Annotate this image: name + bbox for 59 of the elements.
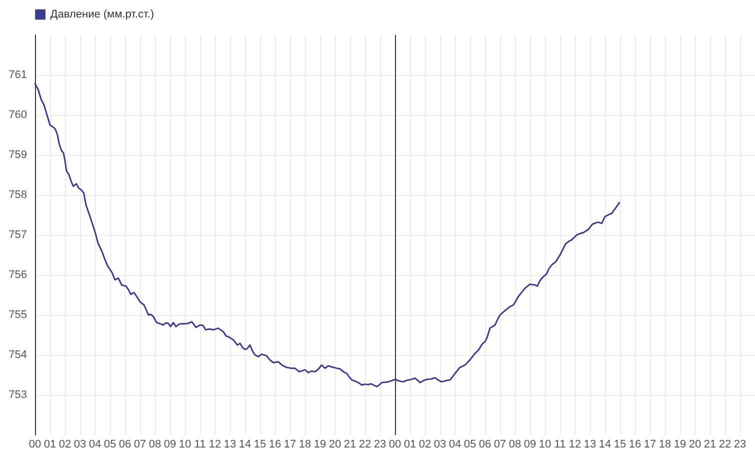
x-tick-label: 06 — [118, 438, 132, 450]
x-tick-label: 05 — [464, 438, 476, 450]
x-tick-label: 21 — [704, 438, 716, 450]
x-tick-label: 12 — [208, 438, 222, 450]
x-tick-label: 17 — [284, 438, 296, 450]
x-tick-label: 14 — [598, 438, 612, 450]
x-tick-label: 23 — [374, 438, 386, 450]
x-tick-label: 10 — [178, 438, 192, 450]
x-tick-label: 18 — [658, 438, 672, 450]
x-tick-label: 07 — [494, 438, 506, 450]
x-tick-label: 16 — [268, 438, 282, 450]
x-tick-label: 12 — [568, 438, 582, 450]
x-tick-label: 01 — [44, 438, 56, 450]
x-tick-label: 07 — [134, 438, 146, 450]
x-tick-label: 10 — [538, 438, 552, 450]
x-tick-label: 02 — [58, 438, 72, 450]
x-tick-label: 16 — [628, 438, 642, 450]
x-tick-label: 02 — [418, 438, 432, 450]
x-tick-label: 00 — [28, 438, 42, 450]
legend-label: Давление (мм.рт.ст.) — [50, 8, 154, 20]
x-tick-label: 04 — [88, 438, 102, 450]
x-tick-label: 15 — [614, 438, 626, 450]
x-tick-label: 14 — [238, 438, 252, 450]
x-tick-label: 06 — [478, 438, 492, 450]
y-tick-label: 757 — [8, 229, 27, 241]
x-tick-label: 11 — [554, 438, 566, 450]
x-tick-label: 13 — [584, 438, 596, 450]
x-tick-label: 13 — [224, 438, 236, 450]
x-tick-label: 08 — [508, 438, 522, 450]
x-tick-label: 03 — [434, 438, 446, 450]
x-tick-label: 15 — [254, 438, 266, 450]
x-tick-label: 08 — [148, 438, 162, 450]
y-tick-label: 758 — [8, 189, 27, 201]
x-tick-label: 09 — [164, 438, 176, 450]
x-tick-label: 01 — [404, 438, 416, 450]
x-tick-label: 03 — [74, 438, 86, 450]
x-tick-label: 19 — [674, 438, 686, 450]
x-tick-label: 23 — [734, 438, 746, 450]
x-tick-label: 22 — [718, 438, 732, 450]
x-tick-label: 09 — [524, 438, 536, 450]
x-tick-label: 05 — [104, 438, 116, 450]
x-tick-label: 20 — [328, 438, 342, 450]
x-tick-label: 19 — [314, 438, 326, 450]
x-tick-label: 00 — [388, 438, 402, 450]
y-tick-label: 755 — [8, 309, 27, 321]
y-tick-label: 759 — [8, 149, 27, 161]
x-tick-label: 22 — [358, 438, 372, 450]
y-tick-label: 761 — [8, 69, 27, 81]
x-tick-label: 20 — [688, 438, 702, 450]
y-tick-label: 756 — [8, 269, 27, 281]
x-tick-label: 17 — [644, 438, 656, 450]
x-tick-label: 21 — [344, 438, 356, 450]
line-series — [34, 83, 620, 388]
x-tick-label: 11 — [194, 438, 206, 450]
y-tick-label: 760 — [8, 109, 27, 121]
x-tick-label: 18 — [298, 438, 312, 450]
y-tick-label: 754 — [8, 349, 27, 361]
x-tick-label: 04 — [448, 438, 462, 450]
y-tick-label: 753 — [8, 389, 27, 401]
